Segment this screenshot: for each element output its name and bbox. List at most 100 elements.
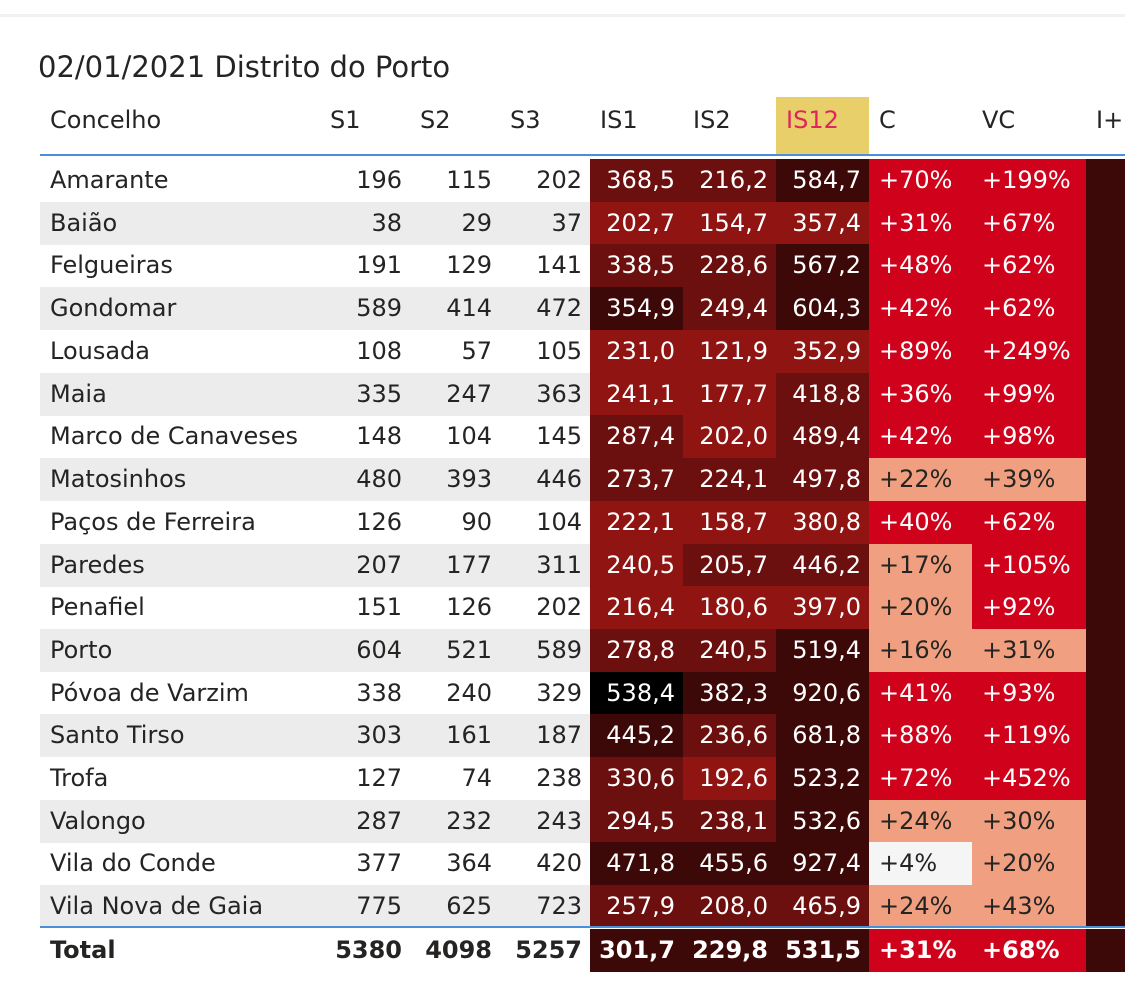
cell-vc: +92% (972, 586, 1086, 629)
cell-s2: 625 (410, 885, 500, 928)
table-row[interactable]: Gondomar 589 414 472 354,9 249,4 604,3 +42% +62% (40, 287, 1125, 330)
cell-c: +88% (869, 714, 972, 757)
cell-s3: 446 (500, 458, 590, 501)
total-row[interactable]: Total 5380 4098 5257 301,7 229,8 531,5 +31% +68% (40, 929, 1125, 972)
cell-s2: 104 (446, 422, 492, 450)
cell-is12: 519,4 (776, 629, 869, 672)
cell-concelho: Paredes (40, 544, 320, 587)
cell-i-plus (1086, 159, 1125, 202)
cell-s2: 240 (446, 679, 492, 707)
cell-s3: 363 (500, 373, 590, 416)
cell-i-plus (1086, 373, 1125, 416)
cell-s1: 604 (320, 629, 410, 672)
table-row[interactable]: Póvoa de Varzim 338 240 329 538,4 382,3 920,6 +… (40, 672, 1125, 715)
cell-s3: 141 (536, 251, 582, 279)
cell-is1: 202,7 (590, 202, 683, 245)
cell-concelho: Lousada (50, 337, 150, 365)
cell-vc: +31% (972, 629, 1086, 672)
cell-c: +48% (869, 244, 972, 287)
cell-s2: 74 (461, 764, 492, 792)
cell-i-plus (1086, 330, 1125, 373)
table-row[interactable]: Trofa 127 74 238 330,6 192,6 523,2 +72% +452% (40, 757, 1125, 800)
cell-s2: 177 (410, 544, 500, 587)
column-header-is12[interactable]: IS12 (776, 97, 869, 155)
cell-is2: 180,6 (683, 586, 776, 629)
cell-concelho: Porto (40, 629, 320, 672)
column-header-concelho[interactable]: Concelho (50, 106, 162, 134)
column-header-s2[interactable]: S2 (420, 106, 451, 134)
cell-concelho: Penafiel (50, 593, 145, 621)
column-header-c[interactable]: C (879, 106, 896, 134)
table-row[interactable]: Vila do Conde 377 364 420 471,8 455,6 927,4 +4%… (40, 842, 1125, 885)
cell-s3: 37 (500, 202, 590, 245)
cell-is2: 240,5 (683, 629, 776, 672)
cell-is12: 357,4 (776, 202, 869, 245)
cell-is12: 604,3 (776, 287, 869, 330)
cell-vc: +39% (972, 458, 1086, 501)
table-row[interactable]: Maia 335 247 363 241,1 177,7 418,8 +36% +99% (40, 373, 1125, 416)
cell-c: +89% (869, 330, 972, 373)
cell-s1: 148 (356, 422, 402, 450)
cell-c: +20% (869, 586, 972, 629)
table-row[interactable]: Valongo 287 232 243 294,5 238,1 532,6 +24% +30% (40, 800, 1125, 843)
column-header-s3[interactable]: S3 (510, 106, 541, 134)
cell-is12: 489,4 (776, 415, 869, 458)
cell-is1: 231,0 (590, 330, 683, 373)
table-row[interactable]: Vila Nova de Gaia 775 625 723 257,9 208,0 465,… (40, 885, 1125, 928)
cell-c: +17% (869, 544, 972, 587)
cell-s3: 202 (536, 593, 582, 621)
cell-is2: 455,6 (683, 842, 776, 885)
cell-concelho: Vila Nova de Gaia (40, 885, 320, 928)
cell-c: +41% (869, 672, 972, 715)
cell-s1: 108 (356, 337, 402, 365)
cell-s3: 420 (536, 849, 582, 877)
column-header-s1[interactable]: S1 (330, 106, 361, 134)
cell-s3: 238 (536, 764, 582, 792)
cell-is1: 338,5 (590, 244, 683, 287)
cell-s1: 38 (320, 202, 410, 245)
column-header-i-plus[interactable]: I+ (1096, 106, 1124, 134)
column-header-vc[interactable]: VC (982, 106, 1016, 134)
table-row[interactable]: Amarante 196 115 202 368,5 216,2 584,7 +70% +199… (40, 159, 1125, 202)
cell-c: +31% (869, 202, 972, 245)
cell-is1: 330,6 (590, 757, 683, 800)
cell-concelho: Felgueiras (50, 251, 173, 279)
cell-c: +4% (869, 842, 972, 885)
cell-is12: 397,0 (776, 586, 869, 629)
cell-s1: 127 (356, 764, 402, 792)
cell-s2: 364 (446, 849, 492, 877)
table-row[interactable]: Felgueiras 191 129 141 338,5 228,6 567,2 +48% +6… (40, 244, 1125, 287)
cell-vc: +99% (972, 373, 1086, 416)
table-row[interactable]: Marco de Canaveses 148 104 145 287,4 202,0 489… (40, 415, 1125, 458)
table-row[interactable]: Paços de Ferreira 126 90 104 222,1 158,7 380,8… (40, 501, 1125, 544)
cell-is2: 205,7 (683, 544, 776, 587)
cell-concelho: Baião (40, 202, 320, 245)
table-row[interactable]: Lousada 108 57 105 231,0 121,9 352,9 +89% +249% (40, 330, 1125, 373)
cell-concelho: Trofa (50, 764, 109, 792)
cell-i-plus (1086, 885, 1125, 928)
table-row[interactable]: Paredes 207 177 311 240,5 205,7 446,2 +17% +105% (40, 544, 1125, 587)
cell-is2: 158,7 (683, 501, 776, 544)
cell-i-plus (1086, 800, 1125, 843)
cell-is12: 418,8 (776, 373, 869, 416)
cell-concelho: Santo Tirso (40, 714, 320, 757)
cell-s1: 287 (320, 800, 410, 843)
table-row[interactable]: Penafiel 151 126 202 216,4 180,6 397,0 +20% +92% (40, 586, 1125, 629)
column-header-is1[interactable]: IS1 (600, 106, 638, 134)
cell-is12: 380,8 (776, 501, 869, 544)
cell-i-plus (1086, 842, 1125, 885)
cell-concelho: Póvoa de Varzim (50, 679, 249, 707)
cell-s3: 187 (500, 714, 590, 757)
cell-is1: 278,8 (590, 629, 683, 672)
table-row[interactable]: Baião 38 29 37 202,7 154,7 357,4 +31% +67% (40, 202, 1125, 245)
table-row[interactable]: Porto 604 521 589 278,8 240,5 519,4 +16% +31% (40, 629, 1125, 672)
cell-s2: 90 (461, 508, 492, 536)
cell-concelho: Gondomar (40, 287, 320, 330)
cell-s3: 311 (500, 544, 590, 587)
column-header-is2[interactable]: IS2 (693, 106, 731, 134)
table-row[interactable]: Santo Tirso 303 161 187 445,2 236,6 681,8 +88% +… (40, 714, 1125, 757)
table-row[interactable]: Matosinhos 480 393 446 273,7 224,1 497,8 +22% +3… (40, 458, 1125, 501)
cell-s2: 4098 (425, 936, 492, 964)
cell-i-plus (1086, 244, 1125, 287)
cell-is2: 238,1 (683, 800, 776, 843)
